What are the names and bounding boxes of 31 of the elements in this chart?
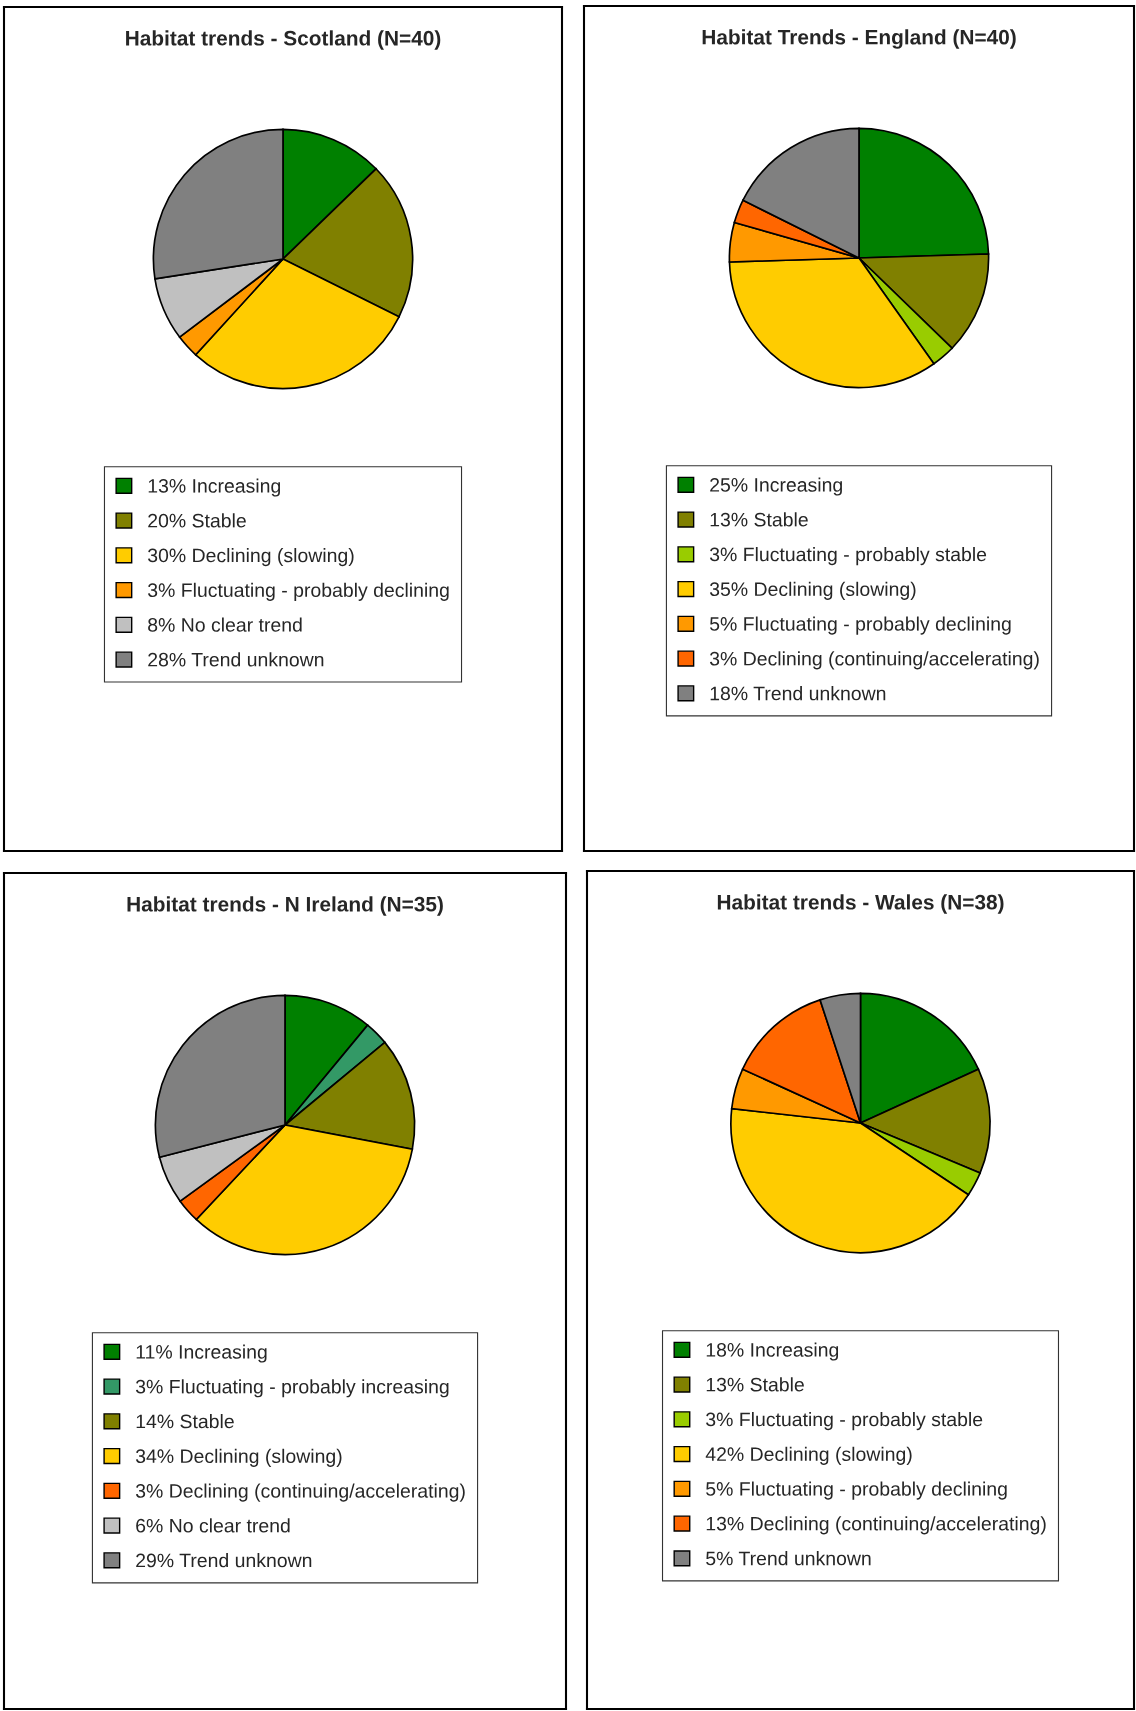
legend-label: 3% Fluctuating - probably stable — [706, 1412, 983, 1431]
legend-label: 13% Increasing — [148, 478, 281, 497]
legend-label: 29% Trend unknown — [136, 1553, 312, 1568]
legend-label: 42% Declining (slowing) — [705, 1446, 912, 1465]
legend-label: 13% Declining (continuing/accelerating) — [706, 1516, 1046, 1535]
legend-label: 5% Trend unknown — [706, 1551, 871, 1566]
legend-label: 3% Fluctuating - probably declining — [147, 582, 449, 601]
legend-label: 3% Declining (continuing/accelerating) — [135, 1483, 465, 1502]
legend-label: 30% Declining (slowing) — [147, 548, 354, 567]
legend-label: 6% No clear trend — [136, 1518, 290, 1533]
chart-title: Habitat Trends - England (N=40) — [702, 29, 1016, 49]
legend-label: 3% Fluctuating - probably increasing — [135, 1379, 449, 1398]
legend-label: 5% Fluctuating - probably declining — [706, 1481, 1007, 1500]
chart-title: Habitat trends - N Ireland (N=35) — [127, 896, 443, 916]
legend-label: 18% Increasing — [706, 1342, 839, 1361]
legend-label: 20% Stable — [148, 513, 246, 528]
chart-title: Habitat trends - Wales (N=38) — [717, 894, 1004, 914]
legend-label: 28% Trend unknown — [148, 652, 324, 667]
chart-title: Habitat trends - Scotland (N=40) — [126, 30, 441, 50]
legend-label: 34% Declining (slowing) — [135, 1448, 342, 1467]
legend-label: 11% Increasing — [136, 1344, 267, 1363]
legend-label: 18% Trend unknown — [710, 686, 886, 701]
legend-label: 5% Fluctuating - probably declining — [709, 616, 1011, 635]
legend-label: 35% Declining (slowing) — [709, 581, 916, 600]
legend-label: 14% Stable — [136, 1414, 234, 1429]
legend-label: 25% Increasing — [710, 477, 842, 496]
legend-label: 8% No clear trend — [148, 617, 302, 632]
legend-label: 13% Stable — [706, 1377, 804, 1392]
legend-label: 13% Stable — [710, 512, 808, 527]
legend-label: 3% Fluctuating - probably stable — [709, 547, 987, 566]
legend-label: 3% Declining (continuing/accelerating) — [709, 651, 1039, 670]
